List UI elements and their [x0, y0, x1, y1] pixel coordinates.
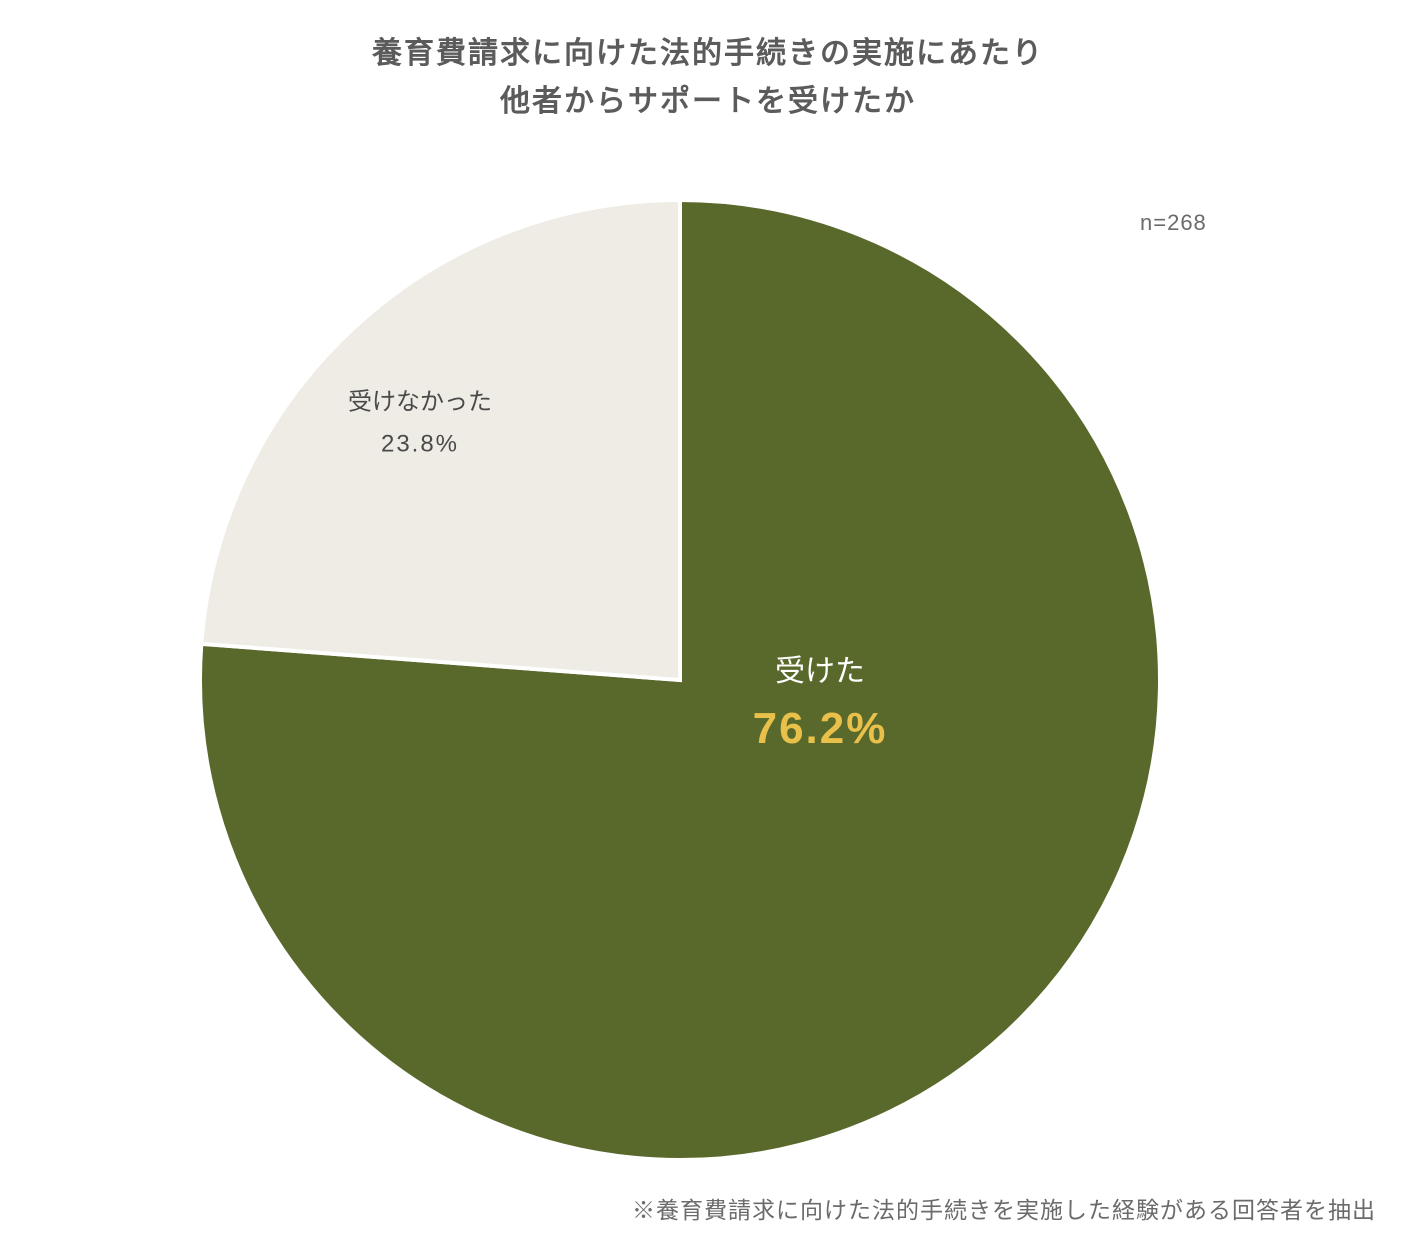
chart-footnote: ※養育費請求に向けた法的手続きを実施した経験がある回答者を抽出 [632, 1191, 1376, 1225]
slice-name-received: 受けた [753, 646, 888, 690]
slice-percent-received: 76.2% [753, 704, 888, 754]
slice-label-received: 受けた 76.2% [753, 646, 888, 754]
slice-name-not-received: 受けなかった [348, 382, 492, 417]
pie-chart [0, 0, 1416, 1255]
slice-percent-not-received: 23.8% [348, 431, 492, 459]
slice-label-not-received: 受けなかった 23.8% [348, 382, 492, 459]
